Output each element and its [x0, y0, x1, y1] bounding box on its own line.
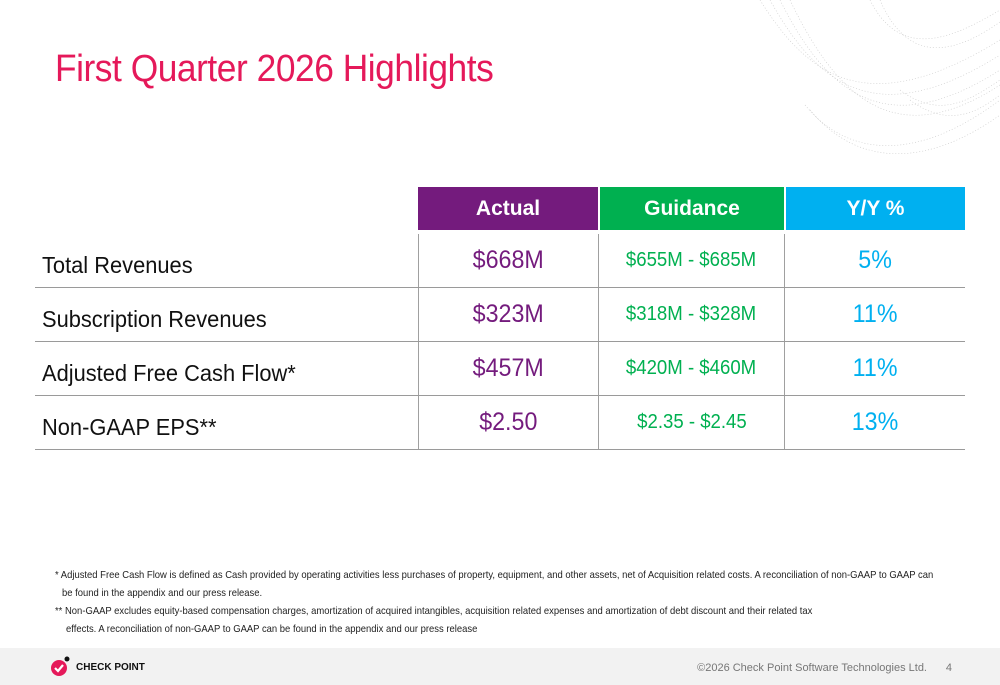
logo-text: CHECK POINT: [76, 661, 145, 673]
header-guidance: Guidance: [600, 187, 784, 230]
yy-cell: 11%: [784, 288, 965, 341]
yy-cell: 13%: [784, 396, 965, 449]
footnote-1-cont: be found in the appendix and our press r…: [62, 587, 263, 599]
guidance-value: $420M - $460M: [626, 357, 757, 379]
actual-value: $457M: [472, 354, 545, 382]
guidance-cell: $420M - $460M: [598, 342, 784, 395]
actual-value: $668M: [472, 246, 545, 274]
actual-cell: $2.50: [418, 396, 598, 449]
yy-value: 5%: [858, 246, 892, 274]
metric-label: Adjusted Free Cash Flow*: [42, 360, 296, 386]
footer: CHECK POINT ©2026 Check Point Software T…: [0, 648, 1000, 685]
yy-value: 11%: [852, 354, 898, 382]
actual-cell: $668M: [418, 234, 598, 287]
table-row: Subscription Revenues $323M $318M - $328…: [35, 288, 965, 342]
check-point-logo: CHECK POINT: [50, 656, 145, 678]
yy-cell: 11%: [784, 342, 965, 395]
footnote-2-cont: effects. A reconciliation of non-GAAP to…: [66, 623, 478, 635]
footnote-1: * Adjusted Free Cash Flow is defined as …: [55, 569, 934, 581]
page-number: 4: [945, 662, 952, 674]
check-point-logo-icon: [51, 656, 70, 676]
actual-cell: $457M: [418, 342, 598, 395]
yy-value: 11%: [852, 300, 898, 328]
page-title: First Quarter 2026 Highlights: [55, 48, 494, 90]
header-yy: Y/Y %: [786, 187, 965, 230]
copyright: ©2026 Check Point Software Technologies …: [697, 662, 927, 674]
guidance-value: $655M - $685M: [626, 249, 757, 271]
guidance-value: $2.35 - $2.45: [636, 411, 747, 433]
guidance-value: $318M - $328M: [626, 303, 757, 325]
actual-value: $2.50: [479, 408, 538, 436]
guidance-cell: $2.35 - $2.45: [598, 396, 784, 449]
yy-value: 13%: [851, 408, 899, 436]
table-row: Non-GAAP EPS** $2.50 $2.35 - $2.45 13%: [35, 396, 965, 450]
decorative-wave: [759, 0, 1000, 155]
actual-cell: $323M: [418, 288, 598, 341]
metric-label: Non-GAAP EPS**: [42, 414, 217, 440]
footnote-2: ** Non-GAAP excludes equity-based compen…: [55, 605, 813, 617]
header-actual: Actual: [418, 187, 598, 230]
yy-cell: 5%: [784, 234, 965, 287]
guidance-cell: $655M - $685M: [598, 234, 784, 287]
metric-label: Subscription Revenues: [42, 306, 267, 332]
actual-value: $323M: [472, 300, 545, 328]
guidance-cell: $318M - $328M: [598, 288, 784, 341]
metric-label: Total Revenues: [42, 252, 193, 278]
table-row: Total Revenues $668M $655M - $685M 5%: [35, 234, 965, 288]
table-row: Adjusted Free Cash Flow* $457M $420M - $…: [35, 342, 965, 396]
